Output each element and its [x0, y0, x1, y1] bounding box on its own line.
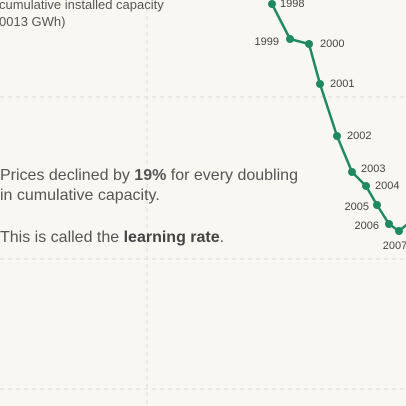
point-label: 2002: [347, 130, 371, 142]
annotation-emphasis: 19%: [134, 167, 166, 184]
point-label: 2003: [361, 163, 385, 175]
annotation-emphasis: learning rate: [124, 229, 220, 246]
annotation-text: Prices declined by: [0, 167, 134, 184]
annotation-text: This is called the: [0, 229, 124, 246]
point-label: 1998: [280, 0, 304, 10]
point: [395, 227, 403, 235]
point: [316, 80, 324, 88]
annotation: This is called the learning rate.: [0, 229, 224, 246]
point: [333, 132, 341, 140]
point: [362, 182, 370, 190]
annotation-text: for every doubling: [166, 167, 298, 184]
point-label: 2004: [375, 180, 399, 192]
point-label: 2005: [345, 201, 369, 213]
point: [268, 0, 276, 8]
point: [348, 168, 356, 176]
point-label: 1999: [255, 36, 279, 48]
point-label: 2007: [383, 240, 406, 252]
annotation: Prices declined by 19% for every doublin…: [0, 167, 298, 184]
point: [373, 201, 381, 209]
point: [286, 35, 294, 43]
header-text: 0013 GWh): [0, 14, 65, 29]
header-text: cumulative installed capacity: [0, 0, 164, 12]
annotation-text: in cumulative capacity.: [0, 187, 160, 204]
point-label: 2000: [320, 38, 344, 50]
point-label: 2006: [355, 220, 379, 232]
point-label: 2001: [330, 78, 354, 90]
point: [385, 220, 393, 228]
annotation-text: .: [220, 229, 224, 246]
point: [305, 40, 313, 48]
